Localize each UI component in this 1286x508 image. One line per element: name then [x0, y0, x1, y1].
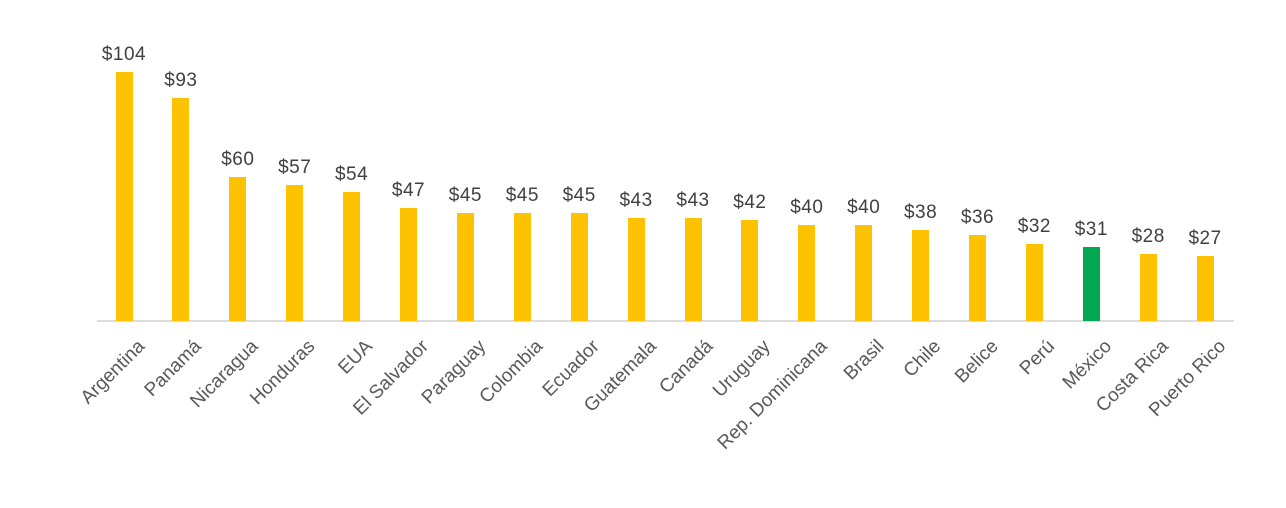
- bar-value-label-eua: $54: [334, 164, 369, 185]
- bar-value-label-puerto-rico: $27: [1188, 228, 1222, 249]
- bar-value-label-belice: $36: [960, 207, 995, 228]
- bar-value-label-uruguay: $42: [733, 192, 767, 213]
- bar-value-label-costa-rica: $28: [1131, 226, 1165, 247]
- x-tick-label-peru: Perú: [1016, 336, 1060, 380]
- x-tick-label-belice: Belice: [950, 336, 1003, 388]
- bar-nicaragua: [229, 177, 247, 321]
- bar-value-label-chile: $38: [903, 202, 938, 223]
- bar-value-label-paraguay: $45: [448, 185, 482, 206]
- bar-colombia: [513, 213, 531, 321]
- bar-chile: [912, 230, 930, 321]
- bar-peru: [1025, 244, 1043, 321]
- bar-value-label-rep-dominicana: $40: [790, 197, 824, 218]
- x-tick-label-canada: Canadá: [655, 336, 718, 398]
- bar-value-label-peru: $32: [1017, 216, 1051, 237]
- bar-value-label-brasil: $40: [847, 197, 881, 218]
- bar-mexico: [1082, 247, 1100, 321]
- bar-rep-dominicana: [798, 225, 816, 321]
- bar-value-label-guatemala: $43: [619, 190, 653, 211]
- bar-value-label-canada: $43: [676, 190, 710, 211]
- bar-value-label-honduras: $57: [278, 157, 312, 178]
- x-tick-label-brasil: Brasil: [840, 336, 889, 385]
- bar-argentina: [115, 72, 133, 321]
- bar-honduras: [286, 185, 304, 321]
- bar-value-label-nicaragua: $60: [221, 149, 255, 170]
- bar-eua: [343, 192, 361, 321]
- bar-value-label-el-salvador: $47: [391, 180, 426, 201]
- bar-value-label-argentina: $104: [101, 44, 147, 65]
- x-axis-line: [97, 320, 1234, 322]
- bar-value-label-mexico: $31: [1074, 219, 1108, 240]
- bar-belice: [969, 235, 986, 321]
- bar-costa-rica: [1139, 254, 1157, 321]
- x-tick-label-argentina: Argentina: [76, 336, 149, 409]
- bar-canada: [684, 218, 702, 321]
- bar-value-label-ecuador: $45: [562, 185, 596, 206]
- bar-guatemala: [627, 218, 645, 321]
- bar-uruguay: [741, 220, 759, 321]
- bar-ecuador: [570, 213, 588, 321]
- bar-value-label-panama: $93: [164, 70, 198, 91]
- bar-brasil: [855, 225, 873, 321]
- bar-panama: [172, 98, 190, 321]
- bar-puerto-rico: [1196, 256, 1214, 321]
- x-tick-label-chile: Chile: [899, 336, 946, 382]
- x-tick-label-eua: EUA: [333, 336, 377, 379]
- bar-value-label-colombia: $45: [505, 185, 539, 206]
- bar-el-salvador: [400, 208, 417, 321]
- bar-paraguay: [456, 213, 474, 321]
